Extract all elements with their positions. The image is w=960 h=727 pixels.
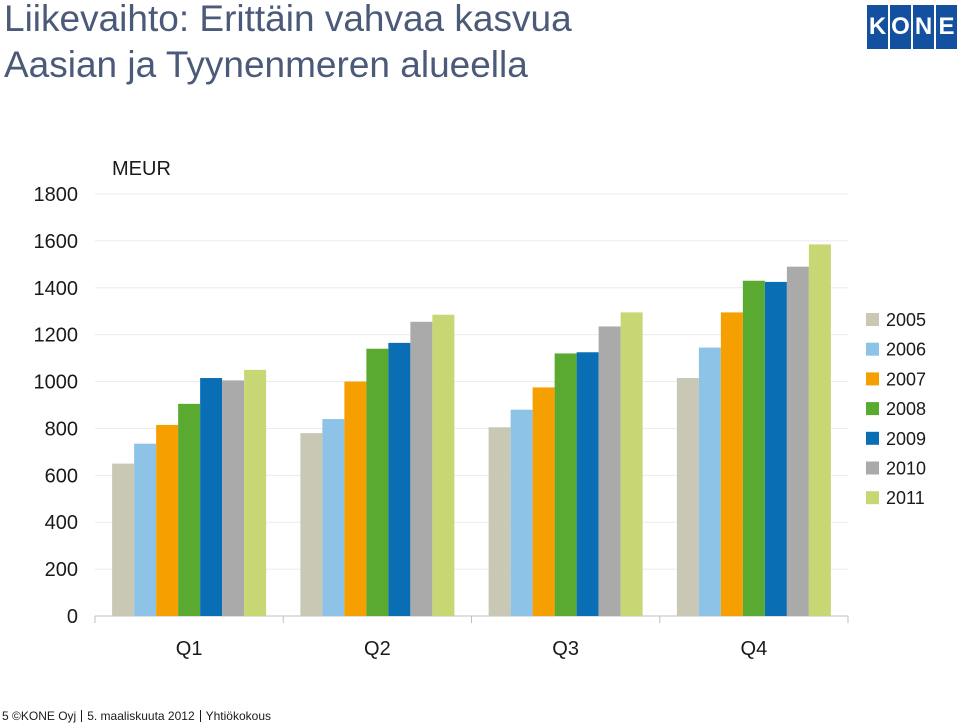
y-tick-label: 400 xyxy=(45,512,78,534)
title-line-1: Liikevaihto: Erittäin vahvaa kasvua xyxy=(4,0,572,39)
bar-2007-Q3 xyxy=(532,387,555,616)
bar-2009-Q4 xyxy=(764,281,787,616)
bar-2011-Q4 xyxy=(808,244,831,616)
x-category-label: Q2 xyxy=(364,638,391,660)
legend-swatch xyxy=(866,313,879,326)
bar-2006-Q1 xyxy=(134,443,157,616)
bar-2005-Q3 xyxy=(488,427,511,616)
logo-letter: N xyxy=(913,5,936,49)
footer-divider xyxy=(81,710,83,722)
x-category-label: Q1 xyxy=(176,638,203,660)
legend-swatch xyxy=(866,402,879,416)
bar-2009-Q2 xyxy=(388,342,411,616)
bar-2005-Q2 xyxy=(300,433,323,616)
y-tick-label: 800 xyxy=(45,418,78,440)
bar-2010-Q2 xyxy=(410,321,433,616)
y-tick-label: 0 xyxy=(67,606,78,628)
legend-swatch xyxy=(866,431,879,445)
logo-letter: K xyxy=(867,5,890,49)
bar-2008-Q3 xyxy=(554,353,577,616)
bar-2006-Q4 xyxy=(698,347,721,616)
bar-2005-Q4 xyxy=(676,378,699,616)
bar-2008-Q2 xyxy=(366,348,389,616)
y-tick-label: 1600 xyxy=(34,231,79,253)
x-category-label: Q3 xyxy=(552,638,579,660)
legend-label: 2009 xyxy=(886,429,926,449)
footer-company: ©KONE Oyj xyxy=(12,709,77,723)
unit-label: MEUR xyxy=(112,158,171,180)
revenue-bar-chart: 0 200 400 600 800 1000 1200 1400 1600 1800 MEUR Q1 Q… xyxy=(34,158,927,660)
bar-2010-Q1 xyxy=(222,380,245,616)
bar-2009-Q3 xyxy=(576,352,599,616)
legend-label: 2005 xyxy=(886,310,926,330)
logo-letter: E xyxy=(938,13,955,40)
bar-2008-Q1 xyxy=(178,403,201,616)
kone-logo: K O N E xyxy=(867,5,957,49)
logo-letter: O xyxy=(890,5,913,49)
legend-swatch xyxy=(866,461,879,475)
y-tick-label: 1800 xyxy=(34,184,79,206)
title-line-2: Aasian ja Tyynenmeren alueella xyxy=(4,44,528,85)
bar-2007-Q2 xyxy=(344,381,367,616)
bar-2011-Q1 xyxy=(244,369,267,616)
page-number: 5 xyxy=(2,709,9,723)
legend-label: 2008 xyxy=(886,399,926,419)
bar-2011-Q2 xyxy=(432,314,455,616)
bar-2006-Q2 xyxy=(322,419,345,616)
y-tick-label: 1200 xyxy=(34,325,79,347)
footer-event: Yhtiökokous xyxy=(205,709,271,723)
legend-swatch xyxy=(866,491,879,505)
y-tick-label: 200 xyxy=(45,559,78,581)
bar-2007-Q4 xyxy=(720,312,743,616)
bar-2010-Q3 xyxy=(598,326,621,616)
y-tick-label: 1000 xyxy=(34,372,79,394)
y-tick-label: 600 xyxy=(45,465,78,487)
footer-divider xyxy=(199,710,201,722)
bar-2009-Q1 xyxy=(200,378,223,616)
bar-2007-Q1 xyxy=(156,424,179,616)
legend-swatch xyxy=(866,342,879,356)
footer-date: 5. maaliskuuta 2012 xyxy=(87,709,195,723)
legend-label: 2006 xyxy=(886,340,926,360)
footer: 5 ©KONE Oyj 5. maaliskuuta 2012 Yhtiökokou… xyxy=(2,709,271,723)
x-category-label: Q4 xyxy=(741,638,768,660)
bar-2008-Q4 xyxy=(742,280,765,616)
bar-2005-Q1 xyxy=(112,463,135,616)
legend-swatch xyxy=(866,372,879,386)
bar-2006-Q3 xyxy=(510,409,533,616)
bar-2010-Q4 xyxy=(786,266,809,616)
legend-label: 2007 xyxy=(886,369,926,389)
y-tick-label: 1400 xyxy=(34,278,79,300)
bar-2011-Q3 xyxy=(620,312,643,616)
legend-label: 2011 xyxy=(886,488,925,508)
slide-title: Liikevaihto: Erittäin vahvaa kasvua Aasi… xyxy=(4,0,572,88)
legend-label: 2010 xyxy=(886,459,926,479)
